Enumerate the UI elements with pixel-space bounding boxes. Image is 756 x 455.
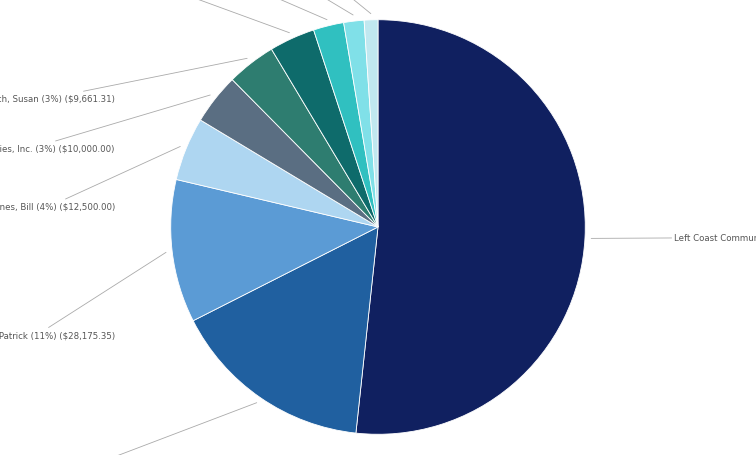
Text: SGR Consulting, LLC (15%) ($40,000.00): SGR Consulting, LLC (15%) ($40,000.00) bbox=[0, 403, 257, 455]
Wedge shape bbox=[232, 50, 378, 228]
Wedge shape bbox=[364, 20, 378, 228]
Wedge shape bbox=[193, 228, 378, 433]
Wedge shape bbox=[176, 121, 378, 228]
Text: Philhour and Associates (3%) ($9,000.00): Philhour and Associates (3%) ($9,000.00) bbox=[39, 0, 290, 34]
Text: Barnes, Bill (4%) ($12,500.00): Barnes, Bill (4%) ($12,500.00) bbox=[0, 147, 180, 211]
Text: Hirsch, Susan (3%) ($9,661.31): Hirsch, Susan (3%) ($9,661.31) bbox=[0, 59, 247, 104]
Wedge shape bbox=[271, 31, 378, 228]
Text: Left Coast Communications (51%) ($130,628.73): Left Coast Communications (51%) ($130,62… bbox=[591, 233, 756, 243]
Wedge shape bbox=[356, 20, 585, 435]
Wedge shape bbox=[200, 81, 378, 228]
Wedge shape bbox=[171, 180, 378, 321]
Wedge shape bbox=[344, 21, 378, 228]
Text: Hannan, Patrick (11%) ($28,175.35): Hannan, Patrick (11%) ($28,175.35) bbox=[0, 253, 166, 339]
Text: SCN Strategies, Inc. (3%) ($10,000.00): SCN Strategies, Inc. (3%) ($10,000.00) bbox=[0, 96, 210, 153]
Text: Haleh & Associates (2%) ($6,000.00): Haleh & Associates (2%) ($6,000.00) bbox=[94, 0, 327, 20]
Text: Bedford Grove LLC (1%) ($4,000.00): Bedford Grove LLC (1%) ($4,000.00) bbox=[144, 0, 353, 16]
Text: Green Dog Campaigns (1%) ($2,700.00): Green Dog Campaigns (1%) ($2,700.00) bbox=[169, 0, 371, 15]
Wedge shape bbox=[314, 24, 378, 228]
